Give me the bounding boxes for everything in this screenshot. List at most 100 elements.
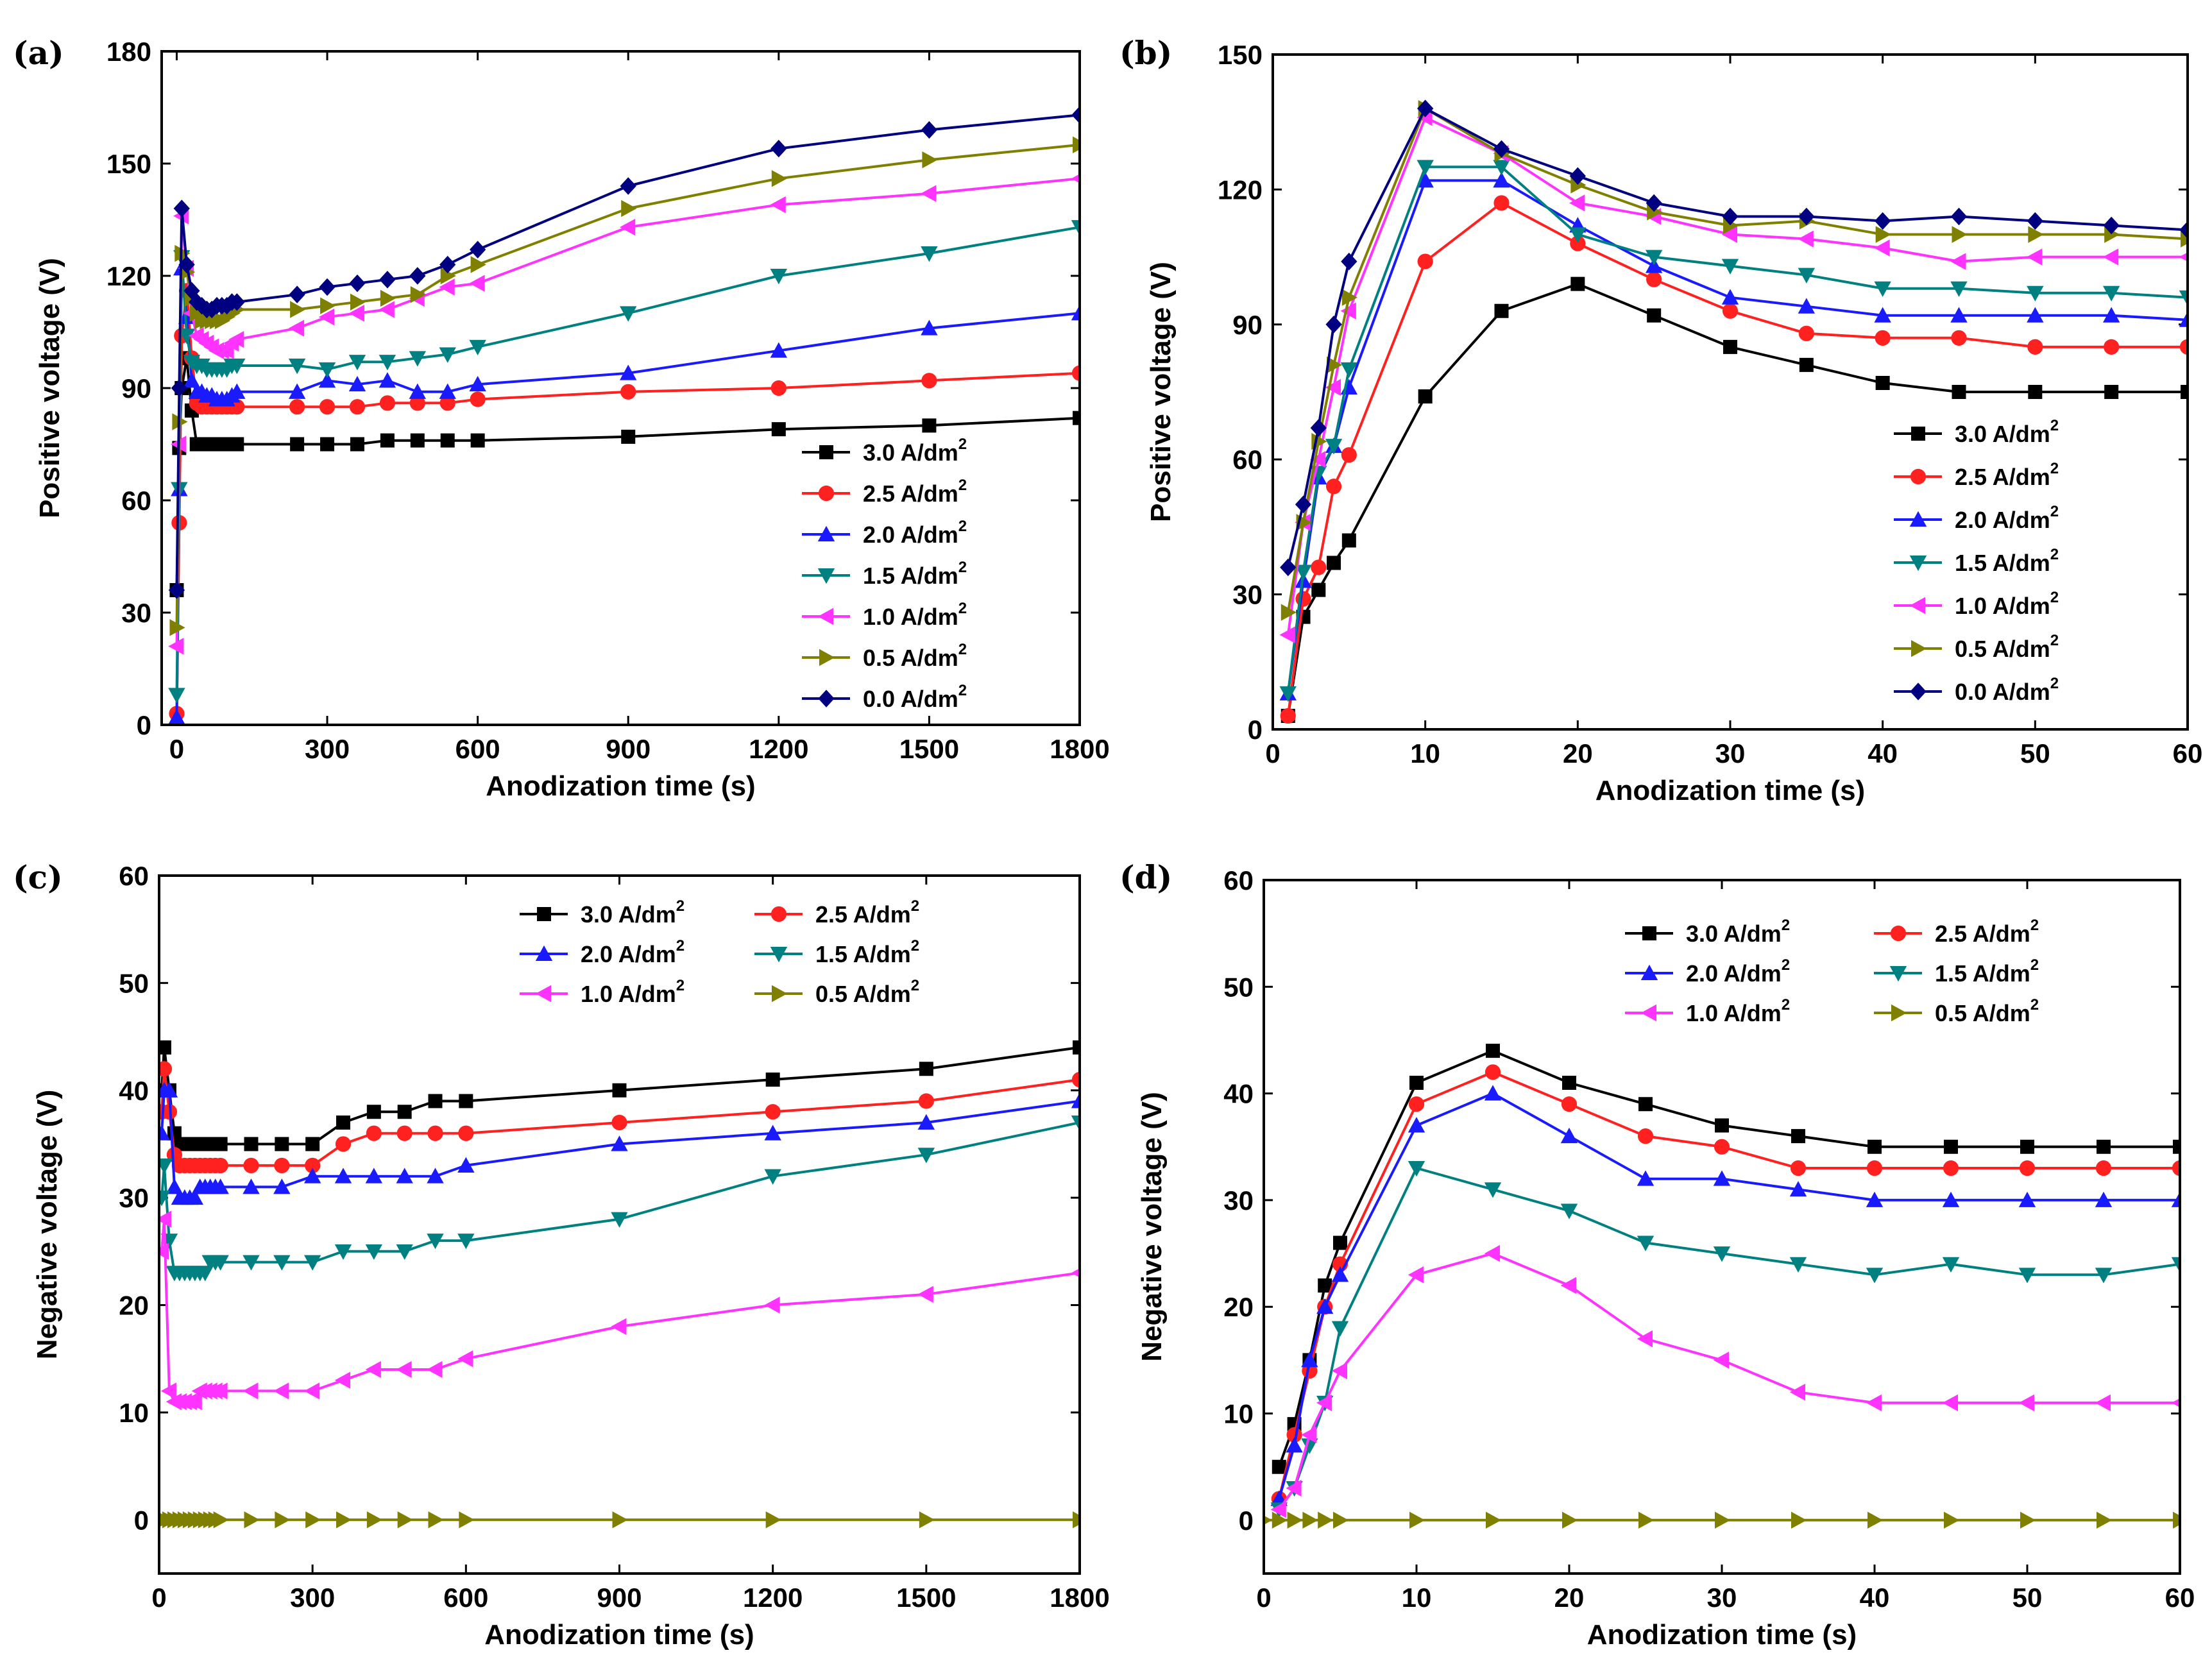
x-tick-label: 20 <box>1554 1582 1585 1613</box>
data-point <box>193 296 210 315</box>
chart-panel-3: (c) 0 300 600 900 1200 1500 1800 0 10 20 30 40 50 60 An… <box>13 858 1110 1650</box>
series-circle <box>159 1061 1080 1174</box>
data-point <box>1637 1330 1653 1348</box>
legend-item: 0.5 A/dm2 <box>1874 996 2039 1026</box>
data-point <box>917 1114 935 1130</box>
legend-label: 0.5 A/dm2 <box>863 641 967 671</box>
data-point <box>620 177 636 195</box>
x-axis-title: Anodization time (s) <box>486 770 755 802</box>
x-axis-title: Anodization time (s) <box>484 1619 754 1650</box>
y-tick-label: 60 <box>121 486 151 516</box>
legend-item: 0.5 A/dm2 <box>754 977 919 1007</box>
data-point <box>1638 1097 1653 1112</box>
data-point <box>318 308 335 326</box>
data-point <box>1713 1246 1731 1262</box>
y-tick-label: 0 <box>1248 715 1263 745</box>
data-point <box>764 1296 780 1314</box>
legend-label-superscript: 2 <box>2030 956 2039 974</box>
series-line <box>1277 1071 2180 1500</box>
x-tick-label: 0 <box>1256 1582 1271 1613</box>
series-line <box>1277 1049 2180 1468</box>
data-point <box>1311 559 1327 575</box>
legend-item: 0.0 A/dm2 <box>802 682 967 712</box>
data-point <box>1071 220 1080 236</box>
y-tick-label: 150 <box>106 149 151 179</box>
data-point <box>1798 230 1814 248</box>
legend-label: 0.5 A/dm2 <box>1955 632 2059 662</box>
data-point <box>290 301 306 318</box>
x-tick-label: 1800 <box>1050 734 1109 764</box>
data-point <box>212 1382 228 1400</box>
legend-marker <box>537 907 551 921</box>
data-point <box>2171 1191 2180 1207</box>
data-point <box>469 339 486 356</box>
data-point <box>350 293 366 311</box>
data-point <box>1561 1096 1578 1112</box>
panel-letter: (d) <box>1119 858 1172 896</box>
data-point <box>917 1148 935 1164</box>
data-point <box>1493 195 1510 211</box>
data-point <box>380 433 395 448</box>
data-point <box>470 256 486 273</box>
data-point <box>1721 289 1739 305</box>
series-diamond <box>168 106 1080 599</box>
legend-label: 2.0 A/dm2 <box>863 518 967 548</box>
series-triangle-right <box>1264 1511 2180 1529</box>
data-point <box>1951 330 1967 346</box>
data-point <box>1866 1268 1884 1284</box>
data-point <box>458 1125 474 1141</box>
data-point <box>289 285 305 303</box>
data-point <box>917 1285 933 1303</box>
legend-label: 1.5 A/dm2 <box>815 937 919 967</box>
legend-marker <box>1911 427 1925 441</box>
data-point <box>2027 212 2043 230</box>
chart-panel-4: (d) 0 10 20 30 40 50 60 0 10 20 30 40 50 60 Anodization… <box>1119 858 2195 1650</box>
data-point <box>409 351 427 367</box>
data-point <box>1408 1117 1425 1133</box>
data-point <box>410 285 427 303</box>
data-point <box>1494 303 1509 318</box>
data-point <box>334 1244 352 1260</box>
chart-panel-1: (a) 0 300 600 900 1200 1500 1800 0 30 60 90 120 150 18… <box>13 34 1110 802</box>
y-tick-label: 0 <box>137 710 151 740</box>
data-point <box>379 395 395 411</box>
data-point <box>366 1125 382 1141</box>
data-point <box>409 395 425 411</box>
x-tick-label: 600 <box>455 734 500 764</box>
data-point <box>1798 298 1816 314</box>
legend-label: 1.5 A/dm2 <box>1935 956 2039 987</box>
data-point <box>1866 1394 1882 1412</box>
data-point <box>1318 1511 1334 1529</box>
x-tick-label: 1500 <box>896 1582 956 1613</box>
data-point <box>380 289 396 307</box>
data-point <box>1071 305 1080 321</box>
data-point <box>396 1125 413 1141</box>
legend-label-superscript: 2 <box>1782 996 1790 1014</box>
y-tick-label: 30 <box>1223 1185 1254 1216</box>
data-point <box>921 121 938 139</box>
data-point <box>230 437 244 452</box>
data-point <box>1325 479 1342 495</box>
data-point <box>2102 285 2120 301</box>
data-point <box>159 1210 171 1228</box>
legend-item: 2.5 A/dm2 <box>802 477 967 507</box>
data-point <box>1073 1040 1080 1055</box>
data-point <box>1562 1075 1576 1090</box>
data-point <box>1071 1268 1080 1278</box>
x-tick-label: 10 <box>1402 1582 1432 1613</box>
data-point <box>1722 207 1739 226</box>
series-square <box>159 1040 1080 1151</box>
x-tick-label: 60 <box>2173 738 2203 768</box>
data-point <box>1286 1479 1302 1497</box>
legend-label-superscript: 2 <box>911 897 919 915</box>
data-point <box>1942 1394 1958 1412</box>
data-point <box>621 199 637 217</box>
data-point <box>1071 106 1080 124</box>
legend-marker <box>1910 468 1927 485</box>
data-point <box>1713 1170 1731 1186</box>
data-point <box>439 278 455 296</box>
legend-label: 2.0 A/dm2 <box>1686 956 1790 987</box>
y-tick-label: 20 <box>119 1291 149 1321</box>
legend-label-superscript: 2 <box>2050 503 2059 520</box>
x-tick-label: 1200 <box>749 734 808 764</box>
